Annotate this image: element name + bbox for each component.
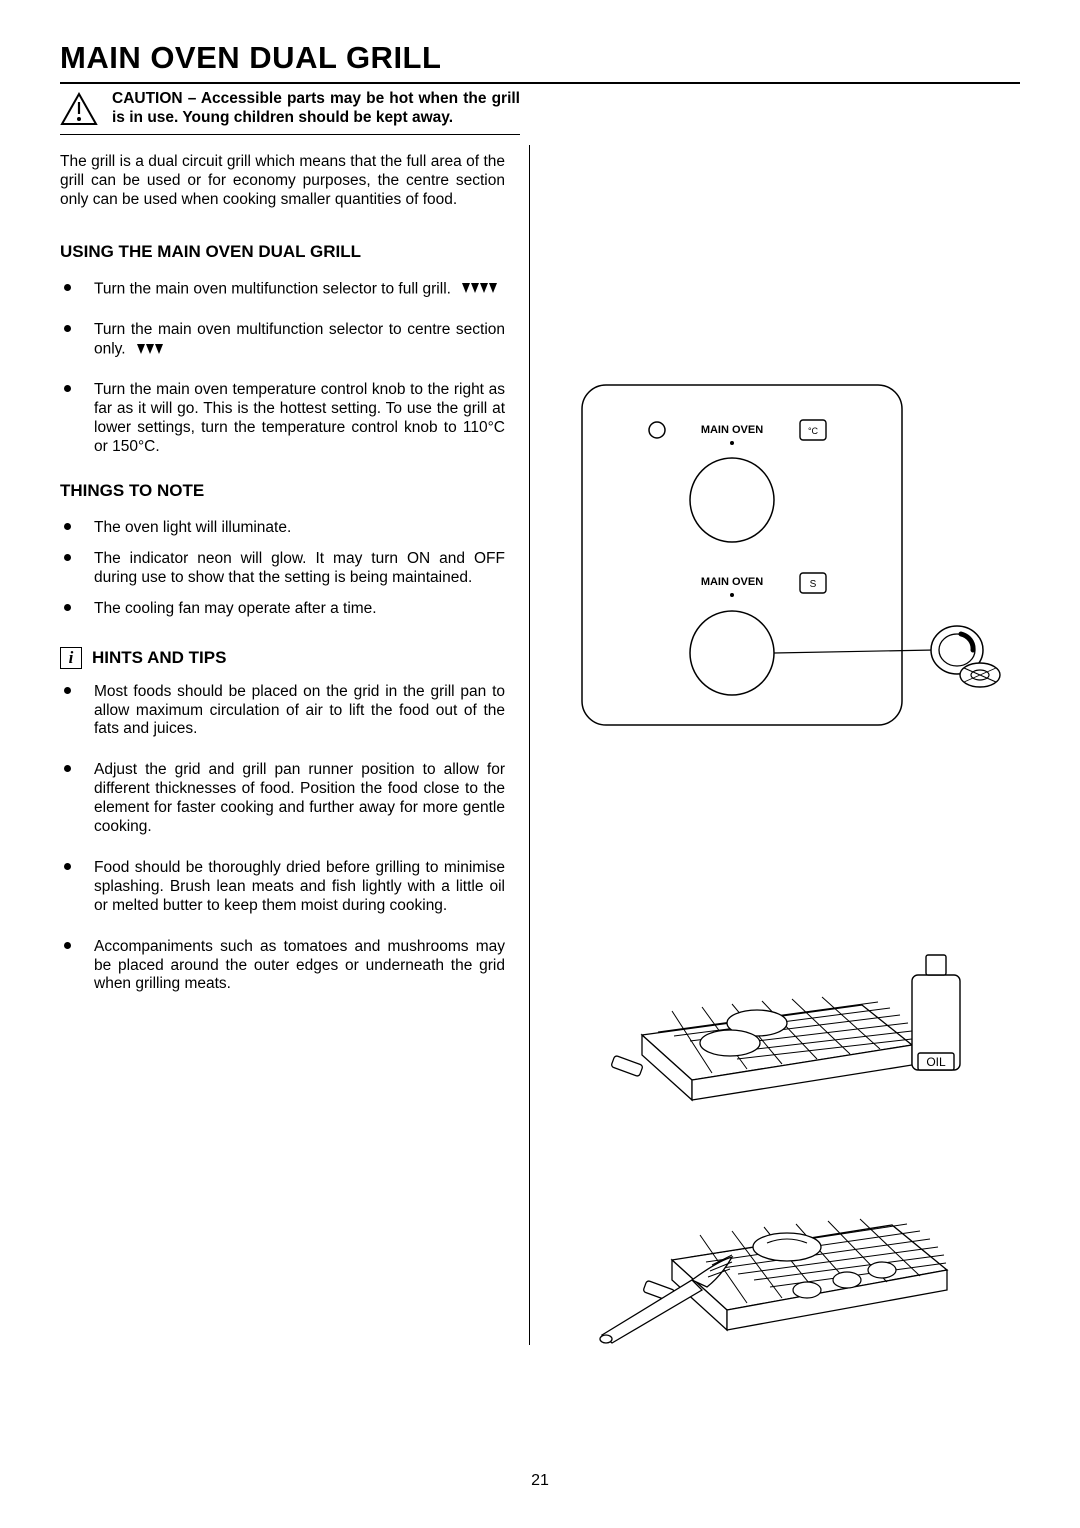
- page-number: 21: [0, 1472, 1080, 1490]
- page-title: MAIN OVEN DUAL GRILL: [60, 40, 1020, 76]
- info-icon: i: [60, 647, 82, 669]
- grillpan-brush-svg: [582, 1165, 982, 1345]
- full-grill-icon: [461, 280, 499, 299]
- rule-caution: [60, 134, 520, 135]
- hints-item-1: Most foods should be placed on the grid …: [60, 683, 505, 740]
- intro-paragraph: The grill is a dual circuit grill which …: [60, 153, 505, 210]
- oil-bottle-icon: OIL: [912, 955, 960, 1070]
- using-item-1: Turn the main oven multifunction selecto…: [60, 280, 505, 299]
- using-item-3: Turn the main oven temperature control k…: [60, 381, 505, 457]
- things-item-1: The oven light will illuminate.: [60, 519, 505, 538]
- grillpan-oil-svg: OIL: [582, 935, 982, 1115]
- grillpan-oil-figure: OIL: [582, 935, 982, 1115]
- oil-label: OIL: [926, 1055, 946, 1069]
- panel-badge-2: S: [810, 579, 817, 590]
- hints-item-2: Adjust the grid and grill pan runner pos…: [60, 761, 505, 837]
- using-heading: USING THE MAIN OVEN DUAL GRILL: [60, 242, 505, 262]
- control-panel-svg: MAIN OVEN °C MAIN OVEN S: [562, 375, 1002, 735]
- things-item-2: The indicator neon will glow. It may tur…: [60, 550, 505, 588]
- grillpan-brush-figure: [582, 1165, 982, 1345]
- rule-top: [60, 82, 1020, 84]
- panel-badge-1: °C: [808, 426, 819, 436]
- hints-heading-row: i HINTS AND TIPS: [60, 647, 505, 669]
- caution-block: CAUTION – Accessible parts may be hot wh…: [60, 90, 520, 128]
- right-column: MAIN OVEN °C MAIN OVEN S: [530, 145, 1010, 1345]
- hints-heading: HINTS AND TIPS: [92, 648, 226, 668]
- caution-text: CAUTION – Accessible parts may be hot wh…: [112, 90, 520, 128]
- manual-page: MAIN OVEN DUAL GRILL CAUTION – Accessibl…: [0, 0, 1080, 1528]
- things-heading: THINGS TO NOTE: [60, 481, 505, 501]
- panel-label-1: MAIN OVEN: [701, 424, 763, 436]
- panel-label-2: MAIN OVEN: [701, 576, 763, 588]
- using-item-1-text: Turn the main oven multifunction selecto…: [94, 280, 451, 297]
- hints-list: Most foods should be placed on the grid …: [60, 683, 505, 995]
- hints-item-3: Food should be thoroughly dried before g…: [60, 859, 505, 916]
- two-column-layout: The grill is a dual circuit grill which …: [60, 145, 1020, 1345]
- using-list: Turn the main oven multifunction selecto…: [60, 280, 505, 457]
- things-item-3: The cooling fan may operate after a time…: [60, 600, 505, 619]
- control-panel-figure: MAIN OVEN °C MAIN OVEN S: [562, 375, 1002, 735]
- using-item-2: Turn the main oven multifunction selecto…: [60, 321, 505, 359]
- things-list: The oven light will illuminate. The indi…: [60, 519, 505, 619]
- knob-detail-icon: [931, 626, 1000, 687]
- hints-item-4: Accompaniments such as tomatoes and mush…: [60, 938, 505, 995]
- centre-grill-icon: [136, 340, 166, 359]
- left-column: The grill is a dual circuit grill which …: [60, 145, 530, 1345]
- warning-icon: [60, 92, 98, 126]
